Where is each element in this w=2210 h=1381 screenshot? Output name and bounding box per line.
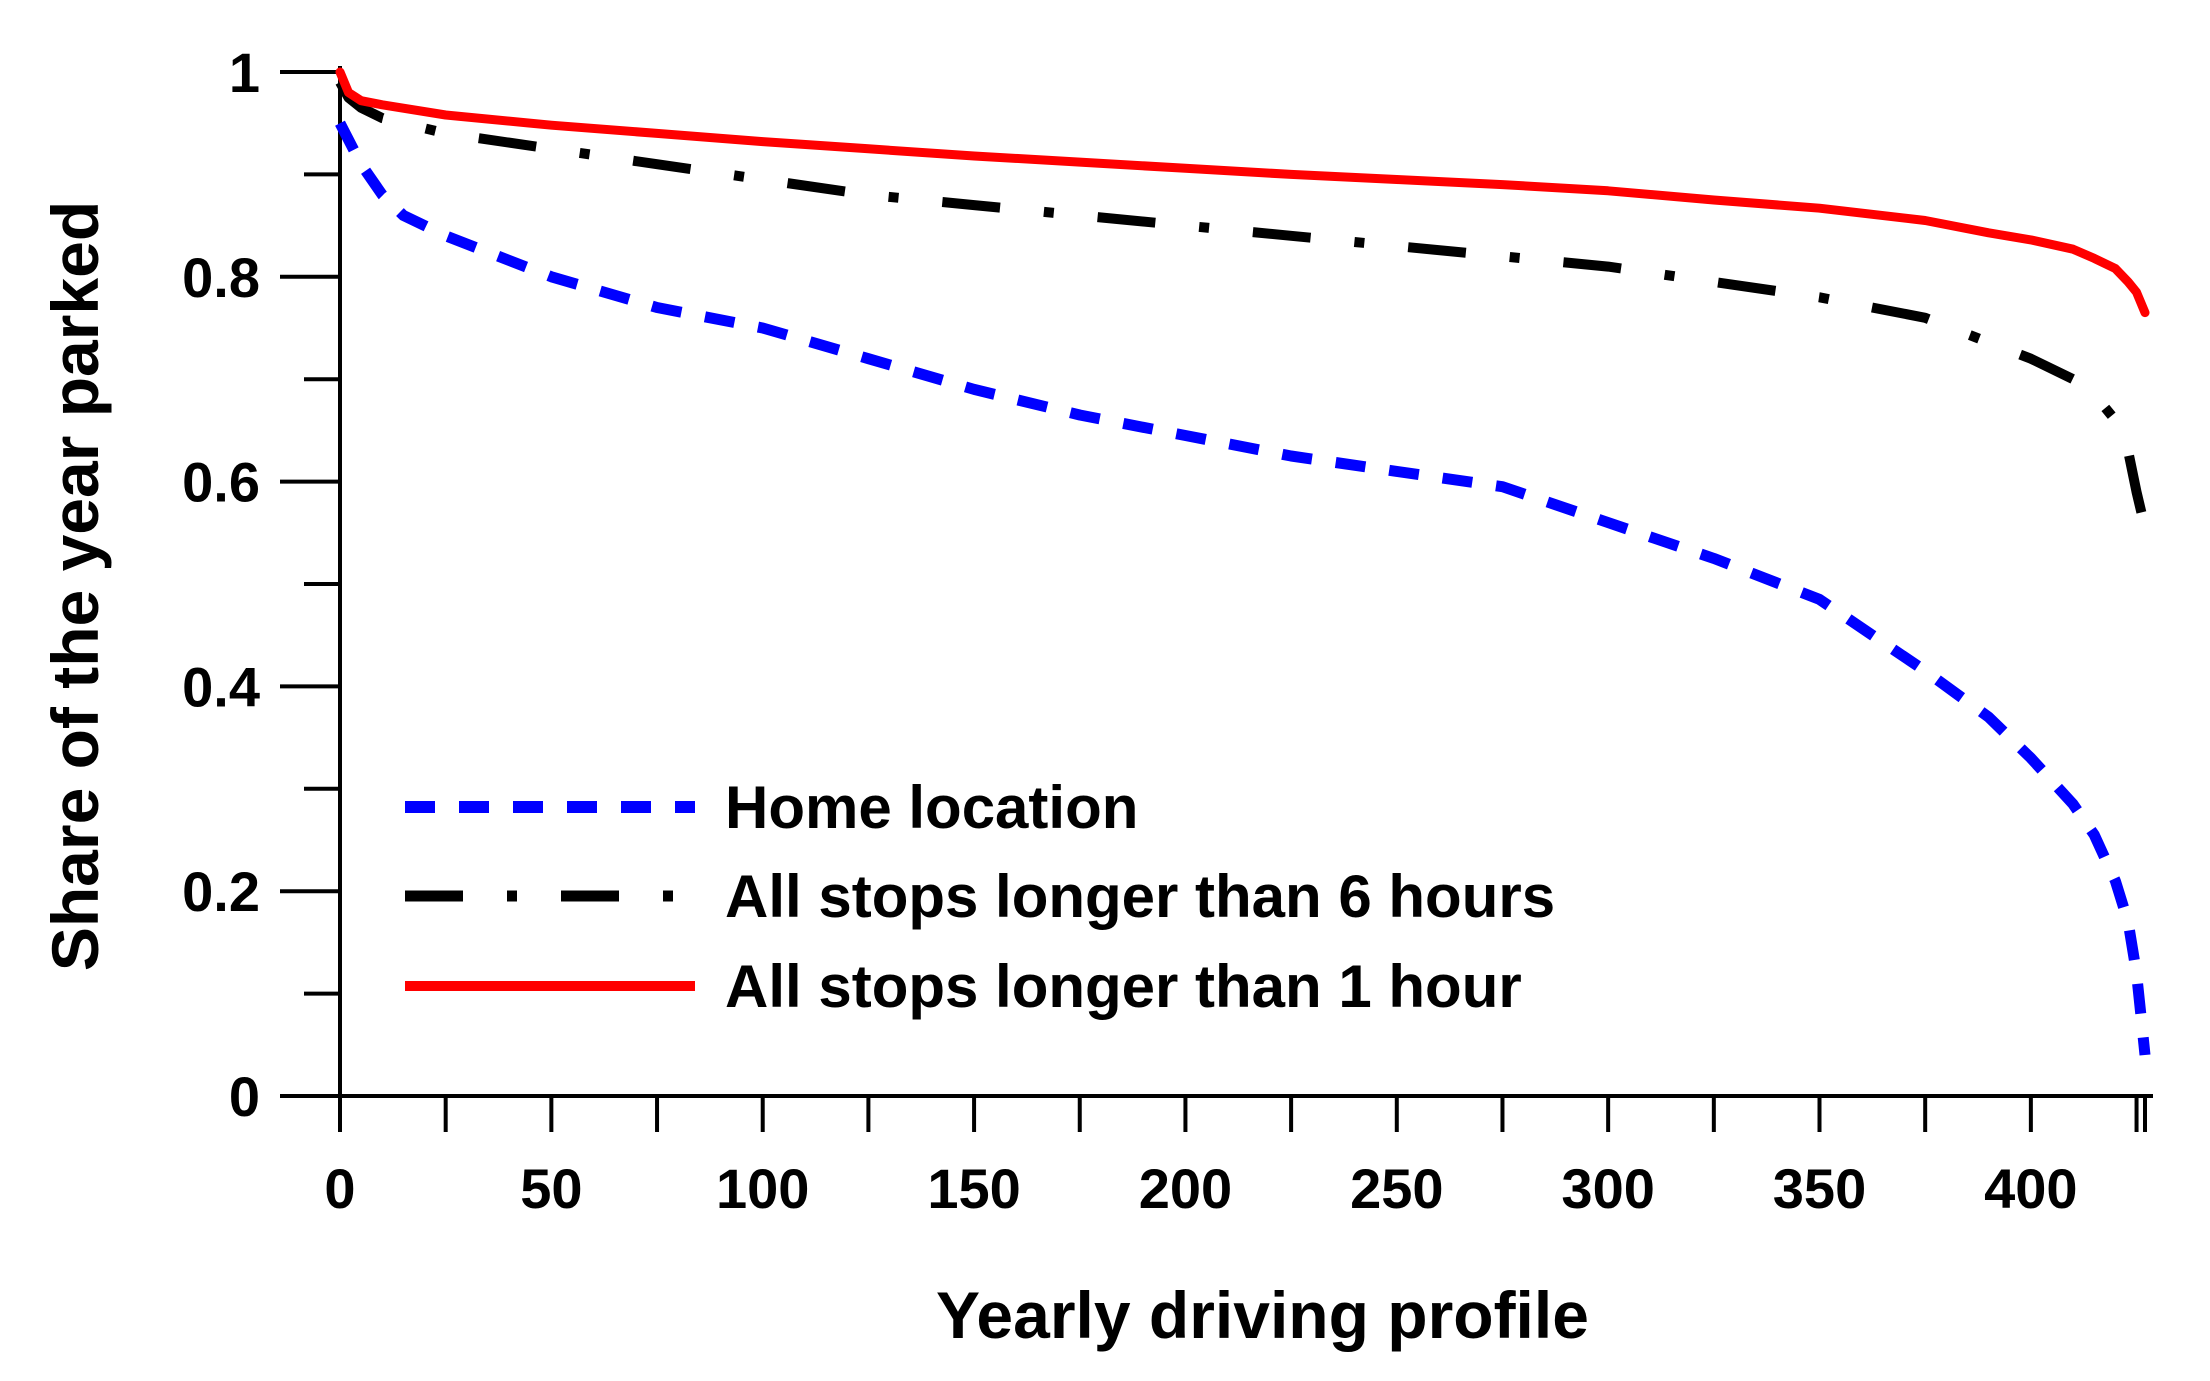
y-tick-label: 0 xyxy=(229,1065,260,1128)
y-tick-label: 0.6 xyxy=(182,451,260,514)
y-tick-label: 0.2 xyxy=(182,860,260,923)
series-line-1 xyxy=(335,120,2151,1056)
series-layer xyxy=(335,67,2151,1056)
x-tick-label: 200 xyxy=(1139,1157,1232,1220)
legend: Home location All stops longer than 6 hou… xyxy=(405,774,1555,1020)
y-tick-label: 1 xyxy=(229,41,260,104)
legend-label-2: All stops longer than 6 hours xyxy=(725,863,1555,930)
axes: 0 0.2 0.4 0.6 0.8 1 0 50 100 150 200 250 300 350 400 xyxy=(182,41,2153,1220)
x-tick-label: 400 xyxy=(1984,1157,2077,1220)
legend-label-1: Home location xyxy=(725,774,1138,841)
legend-label-3: All stops longer than 1 hour xyxy=(725,953,1522,1020)
x-tick-label: 350 xyxy=(1773,1157,1866,1220)
y-axis-title: Share of the year parked xyxy=(38,201,112,971)
x-tick-label: 300 xyxy=(1561,1157,1654,1220)
x-tick-label: 150 xyxy=(927,1157,1020,1220)
x-tick-label: 250 xyxy=(1350,1157,1443,1220)
x-tick-label: 50 xyxy=(520,1157,582,1220)
series-line-3 xyxy=(335,67,2150,318)
series-line-2 xyxy=(335,79,2150,529)
x-axis-title: Yearly driving profile xyxy=(936,1278,1589,1352)
y-tick-label: 0.4 xyxy=(182,655,260,718)
x-tick-label: 100 xyxy=(716,1157,809,1220)
y-tick-label: 0.8 xyxy=(182,246,260,309)
x-tick-label: 0 xyxy=(324,1157,355,1220)
